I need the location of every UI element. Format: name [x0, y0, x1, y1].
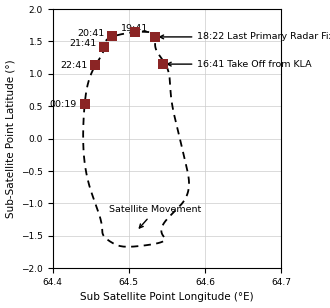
Point: [110, 34, 115, 39]
Text: 20:41: 20:41: [77, 29, 105, 38]
Point: [132, 30, 138, 35]
Text: 21:41: 21:41: [70, 39, 97, 48]
Point: [102, 44, 107, 49]
Point: [93, 63, 98, 68]
Text: 00:19: 00:19: [50, 100, 77, 109]
Text: 16:41 Take Off from KLA: 16:41 Take Off from KLA: [167, 60, 312, 69]
Point: [160, 62, 166, 67]
Point: [153, 34, 158, 39]
Text: 19:41: 19:41: [121, 24, 148, 33]
Text: 18:22 Last Primary Radar Fix: 18:22 Last Primary Radar Fix: [160, 32, 330, 41]
Y-axis label: Sub-Satellite Point Latitude (°): Sub-Satellite Point Latitude (°): [6, 59, 16, 218]
Point: [82, 102, 87, 107]
X-axis label: Sub Satellite Point Longitude (°E): Sub Satellite Point Longitude (°E): [80, 292, 254, 302]
Text: 22:41: 22:41: [60, 61, 88, 70]
Text: Satellite Movement: Satellite Movement: [109, 205, 202, 228]
